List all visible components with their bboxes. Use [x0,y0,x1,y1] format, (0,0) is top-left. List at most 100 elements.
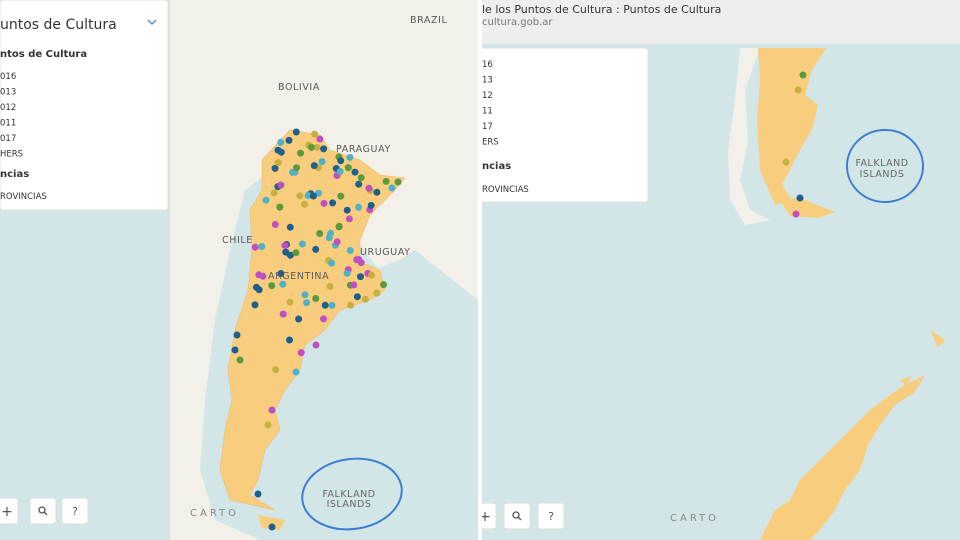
culture-point[interactable] [351,168,359,176]
culture-point[interactable] [292,368,300,376]
culture-point[interactable] [365,184,373,192]
culture-point[interactable] [262,196,270,204]
culture-point[interactable] [337,157,345,165]
culture-point[interactable] [312,341,320,349]
culture-point[interactable] [316,230,324,237]
culture-point[interactable] [320,199,328,207]
culture-point[interactable] [307,143,315,151]
culture-point[interactable] [258,243,266,250]
culture-point[interactable] [315,189,323,197]
culture-point[interactable] [251,243,259,251]
culture-point[interactable] [357,174,365,182]
culture-point[interactable] [357,273,364,281]
culture-point[interactable] [255,271,263,279]
culture-point[interactable] [272,366,280,374]
culture-point[interactable] [264,421,272,429]
culture-point[interactable] [231,346,239,354]
culture-point[interactable] [276,203,284,211]
zoom-in-button[interactable] [474,502,497,530]
culture-point[interactable] [285,136,293,144]
culture-point[interactable] [298,240,306,248]
culture-point[interactable] [293,164,301,172]
culture-point[interactable] [279,280,287,288]
culture-point[interactable] [289,168,297,176]
search-button[interactable] [503,502,531,530]
culture-point[interactable] [320,145,328,153]
culture-point[interactable] [328,259,336,267]
culture-point[interactable] [233,331,241,339]
culture-point[interactable] [337,192,345,200]
culture-point[interactable] [355,203,363,211]
search-button[interactable] [29,497,57,525]
culture-point[interactable] [318,158,326,166]
culture-point[interactable] [333,238,341,246]
culture-point[interactable] [271,221,279,228]
culture-point[interactable] [350,281,358,289]
culture-point[interactable] [277,148,285,156]
culture-point[interactable] [271,164,279,172]
culture-point[interactable] [313,143,321,151]
culture-point[interactable] [277,181,285,189]
culture-point[interactable] [277,270,285,277]
culture-point[interactable] [343,269,351,277]
culture-point[interactable] [345,215,353,223]
culture-point[interactable] [286,223,294,231]
culture-point[interactable] [346,247,354,254]
culture-point[interactable] [329,199,337,207]
culture-point[interactable] [368,271,376,279]
culture-point[interactable] [367,201,375,209]
culture-point[interactable] [309,192,317,200]
culture-point[interactable] [312,295,320,302]
culture-point[interactable] [301,291,309,299]
culture-point[interactable] [344,164,352,172]
culture-point[interactable] [794,86,802,94]
culture-point[interactable] [292,128,300,136]
culture-point[interactable] [311,130,319,138]
culture-point[interactable] [268,523,276,531]
culture-point[interactable] [320,315,327,323]
culture-point[interactable] [297,149,304,157]
culture-point[interactable] [321,301,329,309]
zoom-in-label[interactable]: + [479,509,491,525]
culture-point[interactable] [292,249,300,257]
zoom-in-button[interactable] [0,497,19,525]
culture-point[interactable] [297,349,305,357]
culture-point[interactable] [251,301,259,309]
chevron[interactable] [147,19,157,26]
culture-point[interactable] [274,159,282,167]
culture-point[interactable] [312,245,320,253]
culture-point[interactable] [373,289,381,297]
culture-point[interactable] [327,229,335,237]
zoom-in-label[interactable]: + [1,504,13,520]
culture-point[interactable] [373,188,381,196]
help-button[interactable] [61,497,89,525]
culture-point[interactable] [301,200,309,208]
culture-point[interactable] [796,194,804,202]
culture-point[interactable] [254,490,262,498]
culture-point[interactable] [388,184,396,192]
culture-point[interactable] [326,282,334,290]
culture-point[interactable] [279,310,287,318]
culture-point[interactable] [792,210,800,218]
culture-point[interactable] [355,180,363,188]
culture-point[interactable] [282,248,290,256]
culture-point[interactable] [336,168,344,175]
culture-point[interactable] [353,293,361,301]
culture-point[interactable] [281,242,289,249]
culture-point[interactable] [268,282,276,290]
culture-point[interactable] [316,135,324,143]
culture-point[interactable] [296,192,304,200]
culture-point[interactable] [304,192,312,199]
culture-point[interactable] [347,301,354,309]
culture-point[interactable] [355,256,363,263]
help-button[interactable] [537,502,565,530]
culture-point[interactable] [382,177,390,185]
culture-point[interactable] [277,138,285,146]
culture-point[interactable] [328,301,336,309]
help-label[interactable]: ? [72,505,78,518]
culture-point[interactable] [310,162,318,170]
culture-point[interactable] [394,178,402,186]
culture-point[interactable] [295,315,303,323]
culture-point[interactable] [335,222,343,230]
culture-point[interactable] [270,189,278,197]
